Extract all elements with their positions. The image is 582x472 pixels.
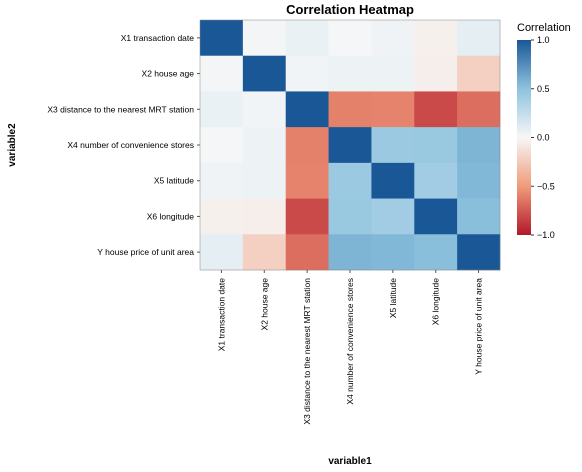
legend-tick-label: 0.5	[537, 84, 550, 94]
heatmap-cell	[285, 55, 329, 92]
heatmap-cell	[328, 198, 372, 235]
heatmap-cell	[414, 162, 458, 199]
legend-tick-label: 0.0	[537, 133, 550, 143]
y-tick-label: X6 longitude	[147, 211, 195, 221]
heatmap-cell	[371, 91, 415, 128]
heatmap-cell	[457, 198, 501, 235]
heatmap-cell	[285, 127, 329, 164]
heatmap-cell	[371, 234, 415, 271]
x-tick-label: X6 longitude	[431, 278, 441, 326]
color-legend: Correlation 1.0 0.5 0.0 −0.5 −1.0	[517, 22, 571, 240]
heatmap-cell	[414, 91, 458, 128]
heatmap-cell	[242, 198, 287, 235]
heatmap-cell	[328, 55, 372, 92]
heatmap-cell	[200, 162, 244, 199]
heatmap-cell	[371, 55, 415, 92]
heatmap-cell	[457, 20, 501, 57]
heatmap-cell	[242, 91, 287, 128]
heatmap-cell	[285, 198, 329, 235]
heatmap-cell	[414, 234, 458, 271]
y-tick-label: X4 number of convenience stores	[67, 140, 194, 150]
heatmap-cell	[457, 91, 501, 128]
legend-colorbar	[517, 40, 531, 235]
heatmap-cell	[328, 127, 372, 164]
heatmap-cell	[328, 91, 372, 128]
heatmap-cell	[414, 127, 458, 164]
heatmap-cell	[457, 234, 501, 271]
heatmap-cell	[200, 234, 244, 271]
x-axis-label: variable1	[328, 456, 372, 467]
y-axis-label: variable2	[7, 123, 18, 167]
heatmap-cell	[371, 162, 415, 199]
heatmap-cell	[414, 198, 458, 235]
heatmap-cell	[200, 127, 244, 164]
heatmap-cell	[242, 20, 287, 57]
heatmap-cell	[242, 234, 287, 271]
heatmap-cell	[200, 198, 244, 235]
heatmap-cell	[328, 20, 372, 57]
heatmap-cell	[371, 198, 415, 235]
heatmap-cell	[328, 234, 372, 271]
x-tick-label: X3 distance to the nearest MRT station	[302, 278, 312, 425]
y-tick-label: X2 house age	[142, 69, 195, 79]
heatmap-cell	[200, 20, 244, 57]
x-tick-label: X1 transaction date	[216, 278, 226, 352]
heatmap-cell	[285, 20, 329, 57]
heatmap-cell	[242, 162, 287, 199]
chart-title: Correlation Heatmap	[286, 2, 414, 17]
x-tick-label: Y house price of unit area	[474, 278, 484, 375]
legend-tick-label: −0.5	[537, 181, 555, 191]
y-axis-ticks: X1 transaction date X2 house age X3 distan…	[47, 33, 200, 257]
heatmap-cell	[200, 91, 244, 128]
heatmap-cell	[371, 20, 415, 57]
heatmap-cells	[200, 20, 501, 271]
heatmap-cell	[371, 127, 415, 164]
y-tick-label: X1 transaction date	[121, 33, 195, 43]
y-tick-label: Y house price of unit area	[97, 247, 194, 257]
heatmap-cell	[414, 20, 458, 57]
heatmap-cell	[457, 55, 501, 92]
y-tick-label: X5 latitude	[154, 176, 194, 186]
x-tick-label: X2 house age	[259, 278, 269, 331]
heatmap-cell	[285, 234, 329, 271]
heatmap-cell	[285, 91, 329, 128]
y-tick-label: X3 distance to the nearest MRT station	[47, 104, 194, 114]
x-tick-label: X5 latitude	[388, 278, 398, 318]
heatmap-cell	[457, 162, 501, 199]
heatmap-cell	[457, 127, 501, 164]
legend-title: Correlation	[517, 22, 571, 34]
heatmap-cell	[200, 55, 244, 92]
heatmap-cell	[242, 127, 287, 164]
x-tick-label: X4 number of convenience stores	[345, 278, 355, 405]
legend-tick-label: −1.0	[537, 230, 555, 240]
heatmap-cell	[414, 55, 458, 92]
x-axis-ticks: X1 transaction date X2 house age X3 distan…	[216, 270, 484, 425]
heatmap-cell	[285, 162, 329, 199]
legend-tick-label: 1.0	[537, 35, 550, 45]
heatmap-cell	[242, 55, 287, 92]
heatmap-cell	[328, 162, 372, 199]
